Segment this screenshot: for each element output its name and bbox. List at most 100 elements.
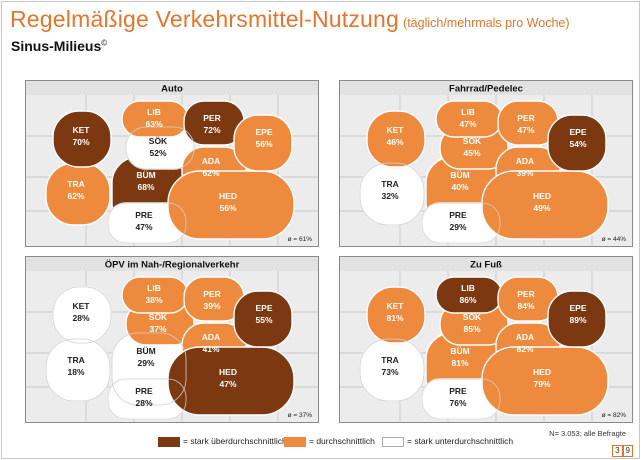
slide-title: Regelmäßige Verkehrsmittel-Nutzung (tägli… bbox=[10, 6, 570, 33]
milieu-outline-pre bbox=[421, 202, 501, 244]
milieu-code-sök: SÖK bbox=[463, 136, 482, 146]
milieu-code-tra: TRA bbox=[67, 179, 84, 189]
milieu-code-büm: BÜM bbox=[450, 346, 469, 356]
milieu-outline-tra bbox=[359, 162, 425, 226]
milieu-shape-hed bbox=[481, 346, 609, 416]
panel-zu-fuss: TRA 73% KET 81% BÜM 81% PRE 76% SÖK 85% LIB 86% ADA 8… bbox=[339, 256, 633, 423]
copyright-mark: © bbox=[101, 38, 108, 48]
milieu-code-epe: EPE bbox=[569, 127, 586, 137]
milieu-shape-epe bbox=[547, 290, 607, 348]
milieu-map-oepv: TRA 18% KET 28% BÜM 29% PRE 28% SÖK 37% LIB 38% ADA 4… bbox=[26, 257, 318, 422]
milieu-value-sök: 37% bbox=[149, 324, 166, 334]
milieu-code-epe: EPE bbox=[255, 127, 272, 137]
slide-subtitle: Sinus-Milieus© bbox=[11, 38, 107, 54]
milieu-code-pre: PRE bbox=[135, 386, 153, 396]
panel-title-bar bbox=[26, 257, 318, 271]
milieu-code-ket: KET bbox=[73, 125, 91, 135]
legend-swatch-below bbox=[382, 436, 404, 447]
milieu-code-per: PER bbox=[203, 289, 220, 299]
milieu-value-ada: 62% bbox=[202, 168, 219, 178]
milieu-code-per: PER bbox=[517, 113, 534, 123]
legend-above: = stark überdurchschnittlich bbox=[158, 436, 287, 448]
milieu-value-tra: 73% bbox=[381, 367, 398, 377]
milieu-code-tra: TRA bbox=[67, 355, 84, 365]
milieu-outline-tra bbox=[45, 338, 111, 402]
milieu-code-ada: ADA bbox=[202, 332, 220, 342]
milieu-code-ada: ADA bbox=[202, 156, 220, 166]
panel-fahrrad: TRA 32% KET 46% BÜM 40% PRE 29% SÖK 45% LIB 47% ADA 3… bbox=[339, 80, 633, 247]
milieu-code-sök: SÖK bbox=[149, 312, 168, 322]
average-label: ø = 82% bbox=[602, 412, 627, 419]
milieu-code-ada: ADA bbox=[516, 156, 534, 166]
milieu-code-tra: TRA bbox=[381, 355, 398, 365]
milieu-shape-ket bbox=[366, 110, 426, 168]
milieu-code-ket: KET bbox=[387, 125, 405, 135]
average-label: ø = 37% bbox=[288, 412, 313, 419]
milieu-value-lib: 47% bbox=[459, 119, 476, 129]
milieu-shape-hed bbox=[167, 346, 295, 416]
footnote: N= 3.053; alle Befragte bbox=[549, 429, 626, 438]
panel-title-bar bbox=[340, 257, 632, 271]
milieu-value-hed: 47% bbox=[219, 379, 236, 389]
milieu-value-büm: 68% bbox=[137, 182, 154, 192]
milieu-value-epe: 89% bbox=[569, 315, 586, 325]
milieu-value-pre: 76% bbox=[449, 398, 466, 408]
milieu-value-lib: 63% bbox=[145, 119, 162, 129]
milieu-shape-epe bbox=[233, 290, 293, 348]
milieu-value-epe: 55% bbox=[255, 315, 272, 325]
milieu-shape-ket bbox=[366, 286, 426, 344]
milieu-value-pre: 28% bbox=[135, 398, 152, 408]
page-digit-1: 3 bbox=[612, 445, 623, 457]
milieu-value-epe: 54% bbox=[569, 139, 586, 149]
milieu-value-hed: 56% bbox=[219, 203, 236, 213]
milieu-value-ada: 39% bbox=[516, 168, 533, 178]
milieu-value-pre: 29% bbox=[449, 222, 466, 232]
panel-title: Auto bbox=[161, 84, 183, 95]
panel-title: Fahrrad/Pedelec bbox=[449, 84, 523, 95]
milieu-value-hed: 79% bbox=[533, 379, 550, 389]
milieu-code-hed: HED bbox=[533, 191, 551, 201]
average-label: ø = 61% bbox=[288, 236, 313, 243]
legend-average: = durchschnittlich bbox=[284, 436, 375, 448]
legend-below: = stark unterdurchschnittlich bbox=[382, 436, 513, 448]
panel-title-bar bbox=[26, 81, 318, 95]
milieu-shape-ket bbox=[52, 110, 112, 168]
milieu-value-büm: 40% bbox=[451, 182, 468, 192]
milieu-code-tra: TRA bbox=[381, 179, 398, 189]
milieu-code-per: PER bbox=[517, 289, 534, 299]
milieu-value-tra: 62% bbox=[67, 191, 84, 201]
milieu-code-sök: SÖK bbox=[149, 136, 168, 146]
legend-label-above: = stark überdurchschnittlich bbox=[183, 436, 287, 446]
milieu-outline-sök bbox=[125, 126, 195, 170]
milieu-map-auto: TRA 62% KET 70% BÜM 68% PRE 47% SÖK 52% LIB 63% ADA 6… bbox=[26, 81, 318, 246]
milieu-code-epe: EPE bbox=[255, 303, 272, 313]
milieu-code-büm: BÜM bbox=[136, 170, 155, 180]
milieu-outline-ket bbox=[52, 286, 112, 344]
milieu-value-per: 39% bbox=[203, 301, 220, 311]
milieu-outline-büm bbox=[111, 332, 187, 406]
milieu-code-hed: HED bbox=[219, 191, 237, 201]
milieu-code-pre: PRE bbox=[449, 210, 467, 220]
milieu-code-pre: PRE bbox=[449, 386, 467, 396]
milieu-code-sök: SÖK bbox=[463, 312, 482, 322]
legend-label-average: = durchschnittlich bbox=[309, 436, 375, 446]
milieu-value-pre: 47% bbox=[135, 222, 152, 232]
milieu-shape-epe bbox=[547, 114, 607, 172]
milieu-value-lib: 86% bbox=[459, 295, 476, 305]
milieu-code-büm: BÜM bbox=[450, 170, 469, 180]
panel-auto: TRA 62% KET 70% BÜM 68% PRE 47% SÖK 52% LIB 63% ADA 6… bbox=[25, 80, 319, 247]
milieu-value-büm: 81% bbox=[451, 358, 468, 368]
panel-oepv: TRA 18% KET 28% BÜM 29% PRE 28% SÖK 37% LIB 38% ADA 4… bbox=[25, 256, 319, 423]
milieu-code-ket: KET bbox=[387, 301, 405, 311]
milieu-code-hed: HED bbox=[219, 367, 237, 377]
milieu-map-zu-fuss: TRA 73% KET 81% BÜM 81% PRE 76% SÖK 85% LIB 86% ADA 8… bbox=[340, 257, 632, 422]
milieu-map-fahrrad: TRA 32% KET 46% BÜM 40% PRE 29% SÖK 45% LIB 47% ADA 3… bbox=[340, 81, 632, 246]
milieu-value-ket: 81% bbox=[386, 313, 403, 323]
milieu-code-epe: EPE bbox=[569, 303, 586, 313]
milieu-value-ket: 28% bbox=[72, 313, 89, 323]
milieu-value-sök: 85% bbox=[463, 324, 480, 334]
milieu-shape-hed bbox=[481, 170, 609, 240]
milieu-code-büm: BÜM bbox=[136, 346, 155, 356]
